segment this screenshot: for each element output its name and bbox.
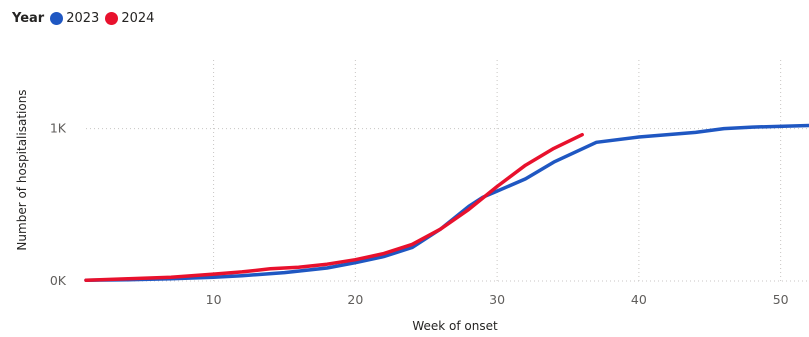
x-tick-label: 40 [631, 292, 647, 307]
legend-item-2024[interactable]: 2024 [105, 11, 154, 26]
legend-item-2023[interactable]: 2023 [50, 11, 99, 26]
legend-label-2023: 2023 [66, 10, 100, 26]
x-tick-label: 50 [773, 292, 789, 307]
legend-marker-2024 [105, 11, 119, 25]
legend-label-2024: 2024 [121, 10, 155, 26]
y-tick-label: 0K [50, 273, 67, 288]
chart-legend: Year 2023 2024 [12, 7, 160, 29]
x-axis-title: Week of onset [412, 319, 498, 333]
y-tick-label: 1K [50, 121, 67, 136]
series-line-2024[interactable] [84, 132, 584, 282]
y-axis-title: Number of hospitalisations [15, 89, 29, 250]
x-tick-label: 20 [347, 292, 363, 307]
axis-ticks: 10 20 30 40 50 0K 1K [50, 121, 789, 307]
x-tick-label: 30 [489, 292, 505, 307]
gridlines [86, 60, 809, 282]
series-line-2023[interactable] [84, 123, 809, 282]
legend-title: Year [12, 10, 45, 26]
legend-marker-2023 [50, 11, 64, 25]
series-lines [84, 123, 809, 282]
x-tick-label: 10 [206, 292, 222, 307]
